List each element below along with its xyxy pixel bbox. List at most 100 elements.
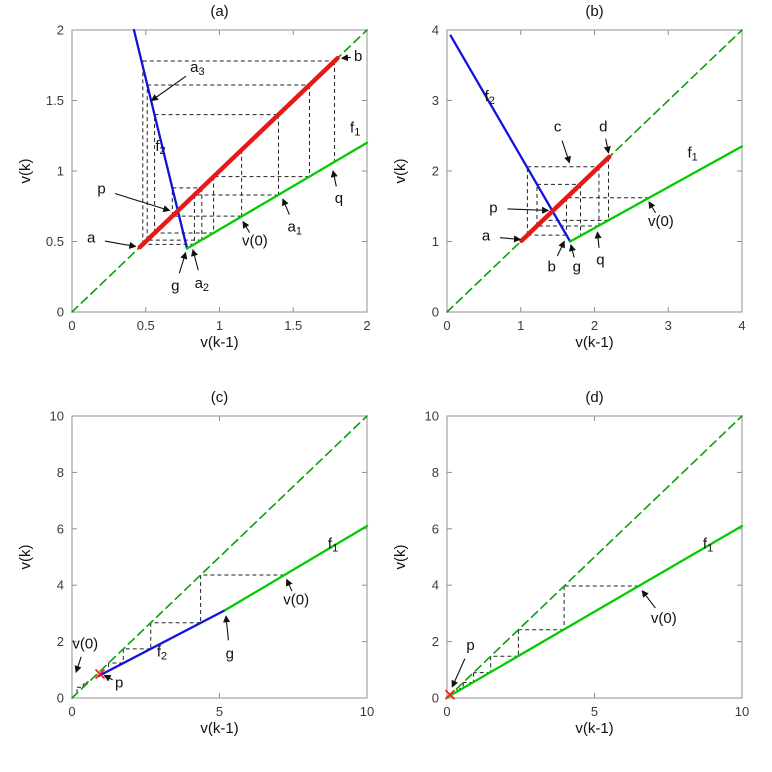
tspan: b <box>548 259 556 276</box>
f1-line <box>569 145 744 243</box>
trajectory-line <box>519 154 612 244</box>
tspan: 1 <box>707 542 713 554</box>
subplot-c-xlabel: v(k-1) <box>200 720 239 737</box>
f1-line <box>224 524 369 612</box>
y-tick-label: 8 <box>432 465 439 480</box>
annotation-a: a <box>87 230 96 247</box>
annotation-p: p <box>489 199 497 216</box>
tspan: q <box>335 190 343 207</box>
y-tick-label: 1 <box>57 164 64 179</box>
tspan: 2 <box>160 145 166 157</box>
annotation-v0-left: v(0) <box>72 635 98 652</box>
tspan: f <box>485 88 490 105</box>
annotation-b: b <box>354 48 362 65</box>
annotation-arrow-v0 <box>648 201 657 214</box>
identity-line <box>446 415 743 699</box>
x-tick-label: 10 <box>735 704 749 719</box>
annotation-arrow-a2 <box>191 248 199 271</box>
tspan: 3 <box>198 66 204 78</box>
tspan: g <box>171 278 179 295</box>
subplot-b-ylabel: v(k) <box>392 158 409 184</box>
subplot-a-ylabel: v(k) <box>17 158 34 184</box>
tspan: q <box>596 252 604 269</box>
annotation-a3: a3 <box>190 59 204 78</box>
annotation-q: q <box>335 190 343 207</box>
x-tick-label: 2 <box>363 318 370 333</box>
annotation-arrow-d <box>603 138 611 154</box>
tspan: f <box>157 643 162 660</box>
annotation-arrow-v0 <box>641 589 656 609</box>
tspan: a <box>195 275 204 292</box>
tspan: v(0) <box>72 635 98 652</box>
tspan: b <box>354 48 362 65</box>
tspan: a <box>287 218 296 235</box>
x-tick-label: 1 <box>216 318 223 333</box>
x-tick-label: 4 <box>738 318 745 333</box>
y-tick-label: 8 <box>57 465 64 480</box>
tspan: v(0) <box>648 213 674 230</box>
x-tick-label: 0 <box>68 704 75 719</box>
annotation-v0: v(0) <box>651 610 677 627</box>
annotation-a: a <box>482 228 491 245</box>
y-tick-label: 2 <box>432 634 439 649</box>
subplot-a-xlabel: v(k-1) <box>200 334 239 351</box>
tspan: f <box>703 535 708 552</box>
y-tick-label: 0 <box>57 305 64 320</box>
subplot-d-xlabel: v(k-1) <box>575 720 614 737</box>
annotation-p: p <box>97 180 105 197</box>
f1-line <box>445 524 744 699</box>
annotation-f1: f1 <box>687 144 697 163</box>
tspan: 1 <box>332 542 338 554</box>
tspan: v(0) <box>242 232 268 249</box>
annotation-arrow-v0-right <box>285 578 293 592</box>
f2-line <box>97 608 227 678</box>
tspan: f <box>687 144 692 161</box>
tspan: g <box>226 645 234 662</box>
y-tick-label: 4 <box>432 23 439 38</box>
tspan: 1 <box>692 151 698 163</box>
tspan: 1 <box>296 225 302 237</box>
subplot-a-title: (a) <box>210 3 229 20</box>
annotation-f1: f1 <box>703 535 713 554</box>
x-tick-label: 0 <box>443 704 450 719</box>
subplot-c-title: (c) <box>210 389 229 406</box>
subplot-a: 0 0.5 1 1.5 2 0 0.5 1 1.5 2 a3 b f2 p a g a2 v(0) a1 q f1 (a… <box>0 0 386 386</box>
tspan: d <box>599 118 607 135</box>
subplot-d-canvas: 0 5 10 0 2 4 6 8 10 p v(0) f1 <box>425 409 750 720</box>
y-tick-label: 2 <box>57 23 64 38</box>
tspan: 2 <box>489 95 495 107</box>
subplot-d: 0 5 10 0 2 4 6 8 10 p v(0) f1 (d) v(k-1) v(k) <box>375 386 761 772</box>
subplot-c: 0 5 10 0 2 4 6 8 10 v(0) f2 g p v(0) f1 (c) v(k-1) v(k… <box>0 386 386 772</box>
annotation-a1: a1 <box>287 218 301 237</box>
y-tick-label: 0 <box>432 691 439 706</box>
annotation-g: g <box>171 278 179 295</box>
subplot-b-title: (b) <box>585 3 604 20</box>
tspan: p <box>97 180 105 197</box>
annotation-v0: v(0) <box>242 232 268 249</box>
annotation-b: b <box>548 259 556 276</box>
annotation-arrow-q <box>330 169 338 187</box>
y-tick-label: 0 <box>57 691 64 706</box>
annotation-f2: f2 <box>485 88 495 107</box>
x-tick-label: 1.5 <box>284 318 302 333</box>
annotation-a2: a2 <box>195 275 209 294</box>
tspan: v(0) <box>283 592 309 609</box>
subplot-b-xlabel: v(k-1) <box>575 334 614 351</box>
tspan: c <box>554 118 562 135</box>
tspan: v(0) <box>651 610 677 627</box>
annotation-c: c <box>554 118 562 135</box>
x-tick-label: 2 <box>591 318 598 333</box>
annotation-arrow-a1 <box>281 198 290 215</box>
annotation-arrow-g <box>178 251 188 274</box>
annotation-arrow-p <box>103 674 113 682</box>
x-tick-label: 0 <box>68 318 75 333</box>
tspan: a <box>482 228 491 245</box>
x-tick-label: 0.5 <box>137 318 155 333</box>
f1-line <box>185 141 369 250</box>
f2-line <box>132 28 189 250</box>
annotation-v0: v(0) <box>648 213 674 230</box>
y-tick-label: 4 <box>432 578 439 593</box>
